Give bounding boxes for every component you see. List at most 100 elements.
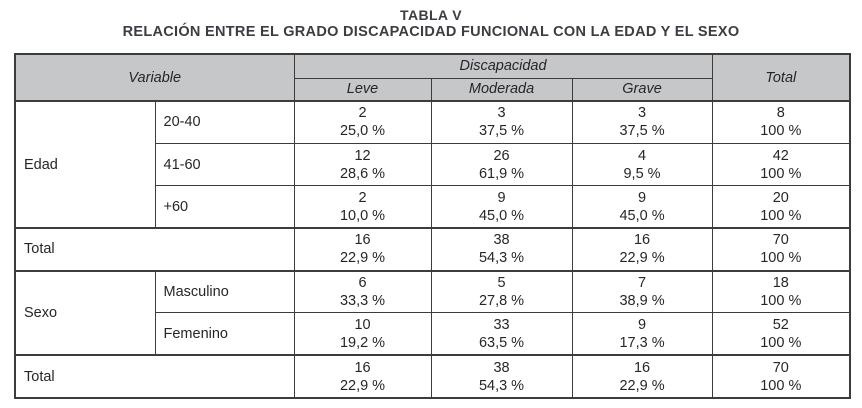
data-cell-moderada: 5 27,8 % — [430, 269, 573, 314]
data-cell-grave: 7 38,9 % — [571, 269, 713, 314]
percent-value: 25,0 % — [339, 123, 386, 140]
percent-value: 22,9 % — [619, 250, 665, 267]
count-value: 10 — [354, 316, 371, 333]
count-value: 8 — [776, 105, 785, 122]
percent-value: 54,3 % — [478, 377, 525, 394]
category-cell-20-40: 20-40 — [154, 99, 295, 144]
count-value: 16 — [633, 232, 651, 249]
table-subtitle: RELACIÓN ENTRE EL GRADO DISCAPACIDAD FUN… — [122, 24, 740, 40]
data-cell-leve: 6 33,3 % — [293, 269, 432, 314]
data-cell-grave: 4 9,5 % — [571, 142, 713, 187]
data-cell-moderada: 26 61,9 % — [430, 142, 573, 187]
row-sexo-masculino: Sexo Masculino 6 33,3 % 5 27,8 % 7 38,9 … — [14, 269, 851, 356]
count-value: 6 — [358, 275, 367, 291]
data-cell-grave: 3 37,5 % — [571, 99, 713, 144]
count-value: 33 — [493, 316, 510, 333]
percent-value: 45,0 % — [478, 207, 525, 224]
count-value: 4 — [637, 147, 647, 164]
count-value: 16 — [354, 359, 371, 376]
data-cell-grave: 9 45,0 % — [571, 185, 713, 229]
count-value: 38 — [493, 232, 510, 249]
count-value: 3 — [637, 105, 647, 122]
percent-value: 37,5 % — [619, 123, 665, 140]
row-group-label-sexo: Sexo — [14, 269, 156, 356]
count-value: 18 — [772, 275, 789, 291]
header-leve: Leve — [293, 77, 432, 102]
data-cell-leve: 2 25,0 % — [293, 99, 432, 144]
percent-value: 28,6 % — [339, 165, 386, 182]
count-value: 26 — [493, 147, 510, 164]
count-value: 38 — [493, 359, 510, 376]
count-value: 12 — [354, 147, 371, 164]
total-label-sexo: Total — [14, 354, 295, 399]
percent-value: 19,2 % — [339, 334, 386, 351]
category-cell-femenino: Femenino — [154, 312, 295, 356]
percent-value: 63,5 % — [478, 334, 525, 351]
percent-value: 61,9 % — [478, 165, 525, 182]
header-grave: Grave — [571, 77, 713, 102]
data-cell-total: 42 100 % — [711, 142, 851, 187]
data-cell-total: 70 100 % — [711, 354, 851, 399]
percent-value: 27,8 % — [478, 293, 525, 309]
percent-value: 38,9 % — [619, 293, 665, 309]
header-total: Total — [711, 53, 851, 102]
table-body: Edad 20-40 2 25,0 % 3 37,5 % 3 37,5 % 8 … — [14, 99, 851, 399]
percent-value: 22,9 % — [619, 377, 665, 394]
count-value: 16 — [633, 359, 651, 376]
row-edad-41-60: 41-60 12 28,6 % 26 61,9 % 4 9,5 % 42 100… — [15, 142, 851, 187]
category-cell-masculino: Masculino — [154, 269, 295, 314]
count-value: 42 — [772, 147, 789, 164]
count-value: 5 — [497, 275, 506, 291]
data-cell-grave: 16 22,9 % — [571, 354, 713, 399]
data-cell-total: 20 100 % — [711, 185, 851, 229]
percent-value: 9,5 % — [623, 165, 661, 182]
data-cell-moderada: 33 63,5 % — [430, 312, 573, 356]
header-moderada: Moderada — [430, 77, 573, 102]
data-cell-moderada: 3 37,5 % — [430, 99, 573, 144]
data-cell-moderada: 38 54,3 % — [430, 354, 573, 399]
table-header: Variable Discapacidad Total Leve Moderad… — [14, 53, 851, 102]
percent-value: 17,3 % — [619, 334, 665, 351]
count-value: 9 — [637, 189, 647, 206]
count-value: 2 — [358, 189, 367, 206]
header-row-2: Leve Moderada Grave — [15, 77, 850, 102]
data-cell-leve: 16 22,9 % — [293, 354, 432, 399]
percent-value: 100 % — [760, 207, 802, 224]
count-value: 20 — [772, 189, 789, 206]
table-title: TABLA V — [400, 7, 462, 23]
percent-value: 37,5 % — [478, 123, 525, 140]
data-cell-total: 52 100 % — [711, 312, 851, 356]
data-cell-moderada: 38 54,3 % — [430, 227, 573, 272]
count-value: 7 — [637, 275, 647, 291]
count-value: 2 — [358, 105, 367, 122]
data-cell-moderada: 9 45,0 % — [430, 185, 573, 229]
percent-value: 22,9 % — [339, 250, 386, 267]
disability-table: Variable Discapacidad Total Leve Moderad… — [14, 53, 852, 399]
category-cell-60plus: +60 — [154, 185, 295, 229]
category-cell-41-60: 41-60 — [154, 142, 295, 187]
percent-value: 10,0 % — [339, 207, 386, 224]
percent-value: 100 % — [760, 293, 802, 309]
table-caption: TABLA V RELACIÓN ENTRE EL GRADO DISCAPAC… — [0, 6, 862, 41]
percent-value: 100 % — [760, 165, 802, 182]
percent-value: 33,3 % — [339, 293, 386, 309]
header-row-1: Variable Discapacidad Total — [14, 53, 851, 102]
data-cell-grave: 16 22,9 % — [571, 227, 713, 272]
count-value: 70 — [772, 359, 789, 376]
data-cell-leve: 2 10,0 % — [293, 185, 432, 229]
count-value: 16 — [354, 232, 371, 249]
header-variable: Variable — [14, 53, 295, 102]
row-group-label-edad: Edad — [14, 99, 156, 229]
row-total-sexo: Total 16 22,9 % 38 54,3 % 16 22,9 % 70 1… — [14, 354, 851, 399]
row-edad-20-40: Edad 20-40 2 25,0 % 3 37,5 % 3 37,5 % 8 … — [14, 99, 851, 229]
count-value: 52 — [772, 316, 789, 333]
data-cell-leve: 16 22,9 % — [293, 227, 432, 272]
data-cell-leve: 10 19,2 % — [293, 312, 432, 356]
percent-value: 45,0 % — [619, 207, 665, 224]
total-label-edad: Total — [14, 227, 295, 272]
count-value: 70 — [772, 232, 789, 249]
percent-value: 100 % — [760, 334, 802, 351]
percent-value: 54,3 % — [478, 250, 525, 267]
data-cell-grave: 9 17,3 % — [571, 312, 713, 356]
